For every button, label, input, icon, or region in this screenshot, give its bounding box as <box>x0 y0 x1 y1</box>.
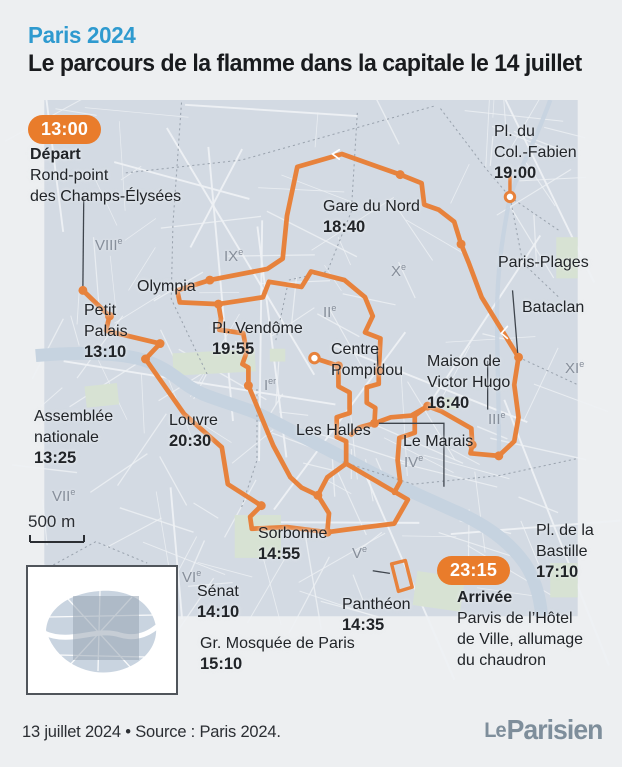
stop-label-place-bastille: Pl. de la Bastille 17:10 <box>536 522 594 581</box>
stop-label-assemblee-nationale: Assemblée nationale 13:25 <box>34 408 114 467</box>
stop-label-col-fabien: Pl. du Col.-Fabien 19:00 <box>494 123 577 182</box>
stop-label-grande-mosquee: Gr. Mosquée de Paris 15:10 <box>200 635 355 673</box>
route-stop-dot <box>155 339 165 349</box>
route-stop-dot <box>322 527 332 537</box>
arrondissement-label-III: IIIe <box>488 410 506 428</box>
route-stop-dot <box>374 366 384 376</box>
arrondissement-label-VII: VIIe <box>52 487 76 505</box>
stop-label-gare-du-nord: Gare du Nord 18:40 <box>323 198 420 236</box>
arrondissement-label-I: Ier <box>264 376 277 394</box>
arrondissement-label-VI: VIe <box>182 568 202 586</box>
arrondissement-label-V: Ve <box>352 544 368 562</box>
route-stop-dot <box>213 299 223 309</box>
paris-inset-map <box>26 565 178 695</box>
route-stop-dot <box>467 440 477 450</box>
arrondissement-label-X: Xe <box>391 262 407 280</box>
route-stop-dot <box>205 275 215 285</box>
route-stop-dot <box>78 285 88 295</box>
route-stop-dot <box>514 352 523 362</box>
arrondissement-label-XI: XIe <box>565 359 585 377</box>
source-credit: 13 juillet 2024 • Source : Paris 2024. <box>22 722 281 741</box>
route-stop-dot <box>395 170 405 180</box>
stop-label-pantheon: Panthéon 14:35 <box>342 596 411 634</box>
stop-label-place-vendome: Pl. Vendôme 19:55 <box>212 320 303 358</box>
route-stop-dot <box>494 451 504 461</box>
stop-label-senat: Sénat 14:10 <box>197 583 240 621</box>
route-markers <box>78 170 523 537</box>
stop-label-olympia: Olympia <box>137 278 196 295</box>
stop-label-centre-pompidou: Centre Pompidou <box>331 341 404 379</box>
route-stop-ring <box>308 351 321 365</box>
inset-highlight-rect <box>73 596 139 660</box>
stop-label-petit-palais: Petit Palais 13:10 <box>84 302 128 361</box>
arrivee-time-badge: 23:15 <box>437 556 511 585</box>
direction-arrows <box>330 148 509 340</box>
route-stop-dot <box>313 490 323 500</box>
stop-label-paris-plages: Paris-Plages <box>498 254 589 271</box>
leader-lines <box>82 197 519 575</box>
stop-label-le-marais: Le Marais <box>403 433 474 450</box>
mosquee-loop <box>389 558 414 594</box>
stop-label-sorbonne: Sorbonne 14:55 <box>258 525 328 563</box>
route-stop-dot <box>456 239 466 249</box>
page-title: Le parcours de la flamme dans la capital… <box>28 50 582 77</box>
canal-saint-martin <box>494 100 553 456</box>
arrivee-label: Arrivée Parvis de l’Hôtel de Ville, allu… <box>457 589 584 669</box>
paris-map <box>4 100 621 680</box>
depart-time-badge: 13:00 <box>28 115 102 144</box>
arrondissement-label-VIII: VIIIe <box>95 236 123 254</box>
scale-label: 500 m <box>28 512 76 531</box>
arrondissement-label-IX: IXe <box>224 247 244 265</box>
route-stop-dot <box>256 501 266 511</box>
route-stop-dot <box>141 354 150 364</box>
route-stop-dot <box>105 311 114 321</box>
route-stop-ring <box>503 190 517 204</box>
depart-label: Départ Rond-point des Champs-Élysées <box>30 146 182 205</box>
route-stop-dot <box>243 381 253 391</box>
route-stop-dot <box>423 401 433 411</box>
stop-label-maison-victor-hugo: Maison de Victor Hugo 16:40 <box>427 353 511 412</box>
le-parisien-logo: LeParisien <box>483 714 603 745</box>
arrondissement-label-II: IIe <box>323 303 337 321</box>
parks <box>84 237 578 612</box>
arrondissement-label-IV: IVe <box>404 453 424 471</box>
stop-label-louvre: Louvre 20:30 <box>169 412 218 450</box>
route-stop-dot <box>333 361 343 371</box>
route-stop-dot <box>369 418 379 428</box>
stop-label-bataclan: Bataclan <box>522 299 585 316</box>
district-boundaries <box>44 102 578 571</box>
stop-label-les-halles: Les Halles <box>296 422 371 439</box>
header-kicker: Paris 2024 <box>28 22 136 48</box>
scale-bar <box>29 535 85 543</box>
